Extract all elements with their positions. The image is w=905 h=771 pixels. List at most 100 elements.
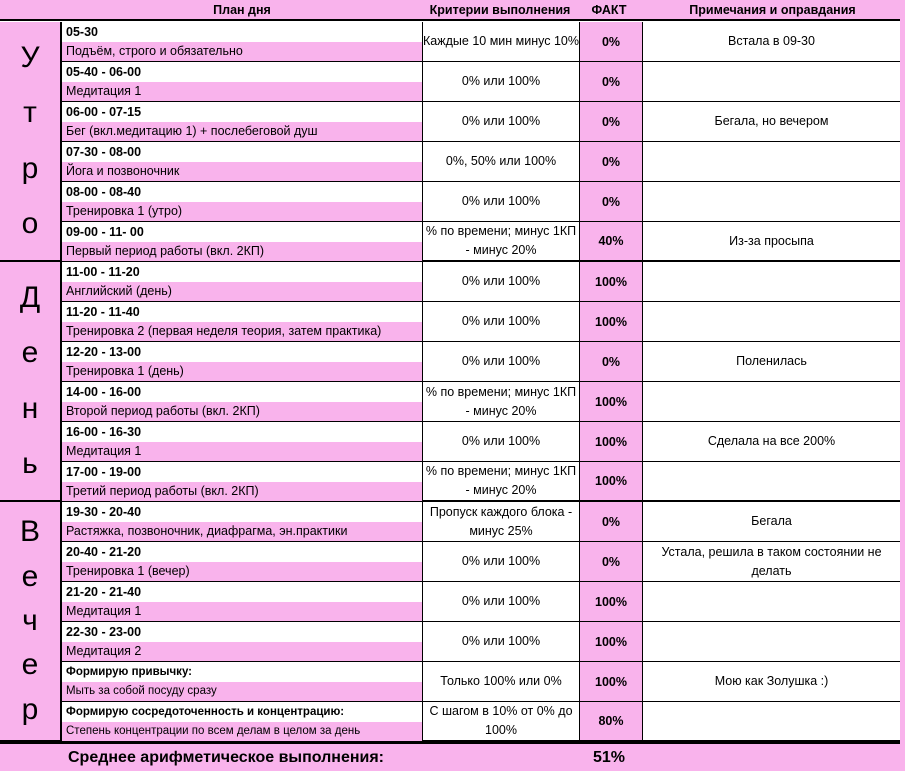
task-cell[interactable]: Медитация 1 xyxy=(62,82,422,101)
criteria-cell[interactable]: 0% или 100% xyxy=(423,622,580,661)
time-cell[interactable]: 19-30 - 20-40 xyxy=(62,502,422,522)
task-cell[interactable]: Тренировка 1 (вечер) xyxy=(62,562,422,581)
fact-cell[interactable]: 100% xyxy=(580,622,643,661)
task-cell[interactable]: Подъём, строго и обязательно xyxy=(62,42,422,61)
footer-average-row: Среднее арифметическое выполнения: 51% xyxy=(0,742,905,771)
fact-cell[interactable]: 0% xyxy=(580,502,643,541)
time-cell[interactable]: 09-00 - 11- 00 xyxy=(62,222,422,242)
task-cell[interactable]: Медитация 1 xyxy=(62,442,422,461)
task-cell[interactable]: Йога и позвоночник xyxy=(62,162,422,181)
task-cell[interactable]: Бег (вкл.медитацию 1) + послебеговой душ xyxy=(62,122,422,141)
note-cell[interactable] xyxy=(643,302,900,341)
note-cell[interactable] xyxy=(643,702,900,740)
time-cell[interactable]: 11-20 - 11-40 xyxy=(62,302,422,322)
fact-cell[interactable]: 0% xyxy=(580,102,643,141)
note-cell[interactable]: Встала в 09-30 xyxy=(728,34,815,48)
task-cell[interactable]: Медитация 1 xyxy=(62,602,422,621)
note-cell[interactable] xyxy=(643,582,900,621)
section-letter: о xyxy=(21,207,39,241)
task-cell[interactable]: Английский (день) xyxy=(62,282,422,301)
criteria-cell[interactable]: % по времени; минус 1КП - минус 20% xyxy=(423,222,580,260)
note-cell[interactable]: Устала, решила в таком состоянии не дела… xyxy=(661,544,882,578)
fact-cell[interactable]: 0% xyxy=(580,342,643,381)
time-cell[interactable]: 07-30 - 08-00 xyxy=(62,142,422,162)
criteria-cell[interactable]: 0%, 50% или 100% xyxy=(423,142,580,181)
criteria-cell[interactable]: 0% или 100% xyxy=(423,262,580,301)
criteria-cell[interactable]: 0% или 100% xyxy=(423,542,580,581)
note-cell[interactable] xyxy=(643,262,900,301)
task-cell[interactable]: Мыть за собой посуду сразу xyxy=(62,682,422,701)
note-cell[interactable]: Из-за просыпа xyxy=(729,233,814,248)
fact-cell[interactable]: 100% xyxy=(580,422,643,461)
header-notes[interactable]: Примечания и оправдания xyxy=(640,0,905,21)
fact-cell[interactable]: 100% xyxy=(580,462,643,500)
note-cell[interactable]: Бегала, но вечером xyxy=(714,114,829,128)
criteria-cell[interactable]: Пропуск каждого блока - минус 25% xyxy=(423,502,580,541)
criteria-cell[interactable]: С шагом в 10% от 0% до 100% xyxy=(423,702,580,740)
plan-cell: 05-30 Подъём, строго и обязательно xyxy=(62,22,423,61)
note-cell[interactable] xyxy=(643,622,900,661)
criteria-cell[interactable]: Каждые 10 мин минус 10% xyxy=(423,22,580,61)
fact-cell[interactable]: 100% xyxy=(580,382,643,421)
fact-cell[interactable]: 0% xyxy=(580,62,643,101)
time-cell[interactable]: 06-00 - 07-15 xyxy=(62,102,422,122)
note-cell[interactable]: Сделала на все 200% xyxy=(707,434,836,448)
criteria-cell[interactable]: 0% или 100% xyxy=(423,582,580,621)
criteria-cell[interactable]: Только 100% или 0% xyxy=(423,662,580,701)
note-cell[interactable] xyxy=(643,182,900,221)
task-cell[interactable]: Третий период работы (вкл. 2КП) xyxy=(62,482,422,501)
fact-cell[interactable]: 100% xyxy=(580,302,643,341)
table-row: 21-20 - 21-40 Медитация 1 0% или 100% 10… xyxy=(62,582,900,622)
time-cell[interactable]: 05-30 xyxy=(62,22,422,42)
fact-cell[interactable]: 80% xyxy=(580,702,643,740)
time-cell[interactable]: 14-00 - 16-00 xyxy=(62,382,422,402)
task-cell[interactable]: Первый период работы (вкл. 2КП) xyxy=(62,242,422,261)
task-cell[interactable]: Медитация 2 xyxy=(62,642,422,661)
note-cell[interactable] xyxy=(643,142,900,181)
header-criteria[interactable]: Критерии выполнения xyxy=(422,0,578,21)
header-plan[interactable]: План дня xyxy=(62,0,422,21)
task-cell[interactable]: Тренировка 1 (день) xyxy=(62,362,422,381)
time-cell[interactable]: 17-00 - 19-00 xyxy=(62,462,422,482)
average-value[interactable]: 51% xyxy=(592,749,626,766)
criteria-cell[interactable]: 0% или 100% xyxy=(423,62,580,101)
criteria-cell[interactable]: 0% или 100% xyxy=(423,102,580,141)
note-cell[interactable] xyxy=(643,382,900,421)
time-cell[interactable]: 05-40 - 06-00 xyxy=(62,62,422,82)
time-cell[interactable]: 16-00 - 16-30 xyxy=(62,422,422,442)
criteria-cell[interactable]: 0% или 100% xyxy=(423,342,580,381)
fact-cell[interactable]: 100% xyxy=(580,582,643,621)
fact-cell[interactable]: 100% xyxy=(580,262,643,301)
time-cell[interactable]: 11-00 - 11-20 xyxy=(62,262,422,282)
fact-cell[interactable]: 100% xyxy=(580,662,643,701)
note-cell[interactable]: Поленилась xyxy=(736,354,807,368)
time-cell[interactable]: 08-00 - 08-40 xyxy=(62,182,422,202)
criteria-cell[interactable]: % по времени; минус 1КП - минус 20% xyxy=(423,462,580,500)
task-cell[interactable]: Тренировка 1 (утро) xyxy=(62,202,422,221)
criteria-cell[interactable]: 0% или 100% xyxy=(423,422,580,461)
fact-cell[interactable]: 0% xyxy=(580,22,643,61)
time-cell[interactable]: Формирую сосредоточенность и концентраци… xyxy=(62,702,422,722)
note-cell[interactable] xyxy=(643,62,900,101)
fact-cell[interactable]: 40% xyxy=(580,222,643,260)
time-cell[interactable]: 22-30 - 23-00 xyxy=(62,622,422,642)
header-fact[interactable]: ФАКТ xyxy=(578,0,640,21)
time-cell[interactable]: 21-20 - 21-40 xyxy=(62,582,422,602)
note-cell[interactable] xyxy=(643,462,900,500)
note-cell[interactable]: Мою как Золушка :) xyxy=(714,674,829,688)
task-cell[interactable]: Второй период работы (вкл. 2КП) xyxy=(62,402,422,421)
section-letter: В xyxy=(19,515,40,549)
fact-cell[interactable]: 0% xyxy=(580,142,643,181)
fact-cell[interactable]: 0% xyxy=(580,182,643,221)
criteria-cell[interactable]: 0% или 100% xyxy=(423,302,580,341)
note-cell[interactable]: Бегала xyxy=(751,514,792,528)
time-cell[interactable]: 20-40 - 21-20 xyxy=(62,542,422,562)
task-cell[interactable]: Тренировка 2 (первая неделя теория, зате… xyxy=(62,322,422,341)
task-cell[interactable]: Степень концентрации по всем делам в цел… xyxy=(62,722,422,741)
task-cell[interactable]: Растяжка, позвоночник, диафрагма, эн.пра… xyxy=(62,522,422,541)
time-cell[interactable]: 12-20 - 13-00 xyxy=(62,342,422,362)
time-cell[interactable]: Формирую привычку: xyxy=(62,662,422,682)
fact-cell[interactable]: 0% xyxy=(580,542,643,581)
criteria-cell[interactable]: % по времени; минус 1КП - минус 20% xyxy=(423,382,580,421)
criteria-cell[interactable]: 0% или 100% xyxy=(423,182,580,221)
